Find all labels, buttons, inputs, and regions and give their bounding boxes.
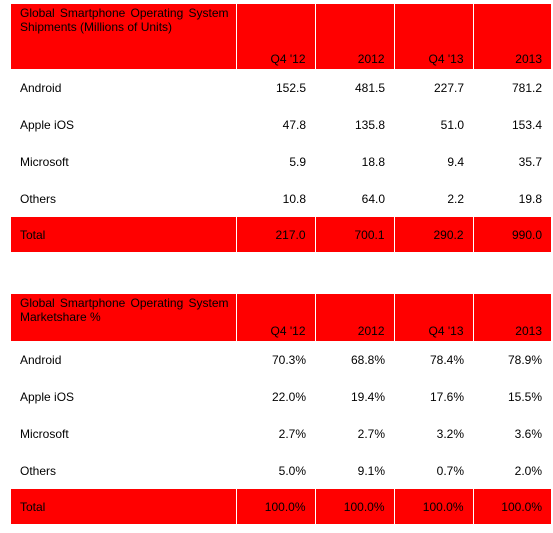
table-cell: 35.7 [518,154,542,169]
row-label: Others [20,463,57,478]
total-cell: 100.0% [315,489,395,524]
table-row: Others 10.8 64.0 2.2 19.8 [11,180,551,217]
table-cell: 9.1% [357,463,385,478]
shipments-table: Global Smartphone Operating System Shipm… [11,4,551,252]
table-cell: 18.8 [361,154,385,169]
column-header: 2013 [473,294,551,341]
table-cell: 0.7% [436,463,464,478]
total-cell: 100.0% [236,489,316,524]
table-row: Others 5.0% 9.1% 0.7% 2.0% [11,452,551,489]
column-header: 2012 [315,294,395,341]
table-row: Microsoft 5.9 18.8 9.4 35.7 [11,143,551,180]
row-label: Microsoft [20,154,69,169]
total-cell: 700.1 [315,217,395,252]
column-header: Q4 '12 [236,294,316,341]
row-label: Android [20,80,62,95]
table-cell: 153.4 [511,117,542,132]
table-cell: 78.9% [507,352,542,367]
table-row: Android 152.5 481.5 227.7 781.2 [11,69,551,106]
table-cell: 64.0 [361,191,385,206]
total-cell: 100.0% [394,489,474,524]
table-row: Android 70.3% 68.8% 78.4% 78.9% [11,341,551,378]
row-label: Microsoft [20,426,69,441]
table-cell: 3.2% [436,426,464,441]
table-cell: 481.5 [354,80,385,95]
table-cell: 2.7% [278,426,306,441]
table-cell: 781.2 [511,80,542,95]
column-header: Q4 '12 [236,4,316,69]
column-header: Q4 '13 [394,294,474,341]
column-header: Q4 '13 [394,4,474,69]
total-cell: 290.2 [394,217,474,252]
row-label: Others [20,191,57,206]
table-cell: 227.7 [433,80,464,95]
total-label: Total [11,217,237,252]
marketshare-table-title: Global Smartphone Operating System Marke… [11,294,237,341]
total-cell: 990.0 [473,217,551,252]
table-cell: 22.0% [271,389,306,404]
table-cell: 70.3% [271,352,306,367]
total-row: Total 217.0 700.1 290.2 990.0 [11,217,551,252]
total-cell: 100.0% [473,489,551,524]
table-cell: 152.5 [275,80,306,95]
table-cell: 3.6% [514,426,542,441]
table-cell: 19.8 [518,191,542,206]
table-cell: 9.4 [447,154,464,169]
table-cell: 10.8 [282,191,306,206]
total-row: Total 100.0% 100.0% 100.0% 100.0% [11,489,551,524]
table-row: Microsoft 2.7% 2.7% 3.2% 3.6% [11,415,551,452]
total-label: Total [11,489,237,524]
table-cell: 5.0% [278,463,306,478]
table-row: Apple iOS 22.0% 19.4% 17.6% 15.5% [11,378,551,415]
row-label: Apple iOS [20,389,75,404]
shipments-header-row: Global Smartphone Operating System Shipm… [11,4,551,69]
row-label: Apple iOS [20,117,75,132]
marketshare-header-row: Global Smartphone Operating System Marke… [11,294,551,341]
row-label: Android [20,352,62,367]
table-cell: 47.8 [282,117,306,132]
table-row: Apple iOS 47.8 135.8 51.0 153.4 [11,106,551,143]
column-header: 2012 [315,4,395,69]
table-cell: 78.4% [429,352,464,367]
table-cell: 15.5% [507,389,542,404]
table-cell: 2.7% [357,426,385,441]
table-cell: 2.0% [514,463,542,478]
table-cell: 19.4% [350,389,385,404]
total-cell: 217.0 [236,217,316,252]
table-cell: 17.6% [429,389,464,404]
shipments-table-title: Global Smartphone Operating System Shipm… [11,4,237,69]
table-cell: 51.0 [440,117,464,132]
table-cell: 135.8 [354,117,385,132]
table-cell: 5.9 [289,154,306,169]
column-header: 2013 [473,4,551,69]
table-cell: 2.2 [447,191,464,206]
table-cell: 68.8% [350,352,385,367]
marketshare-table: Global Smartphone Operating System Marke… [11,294,551,524]
